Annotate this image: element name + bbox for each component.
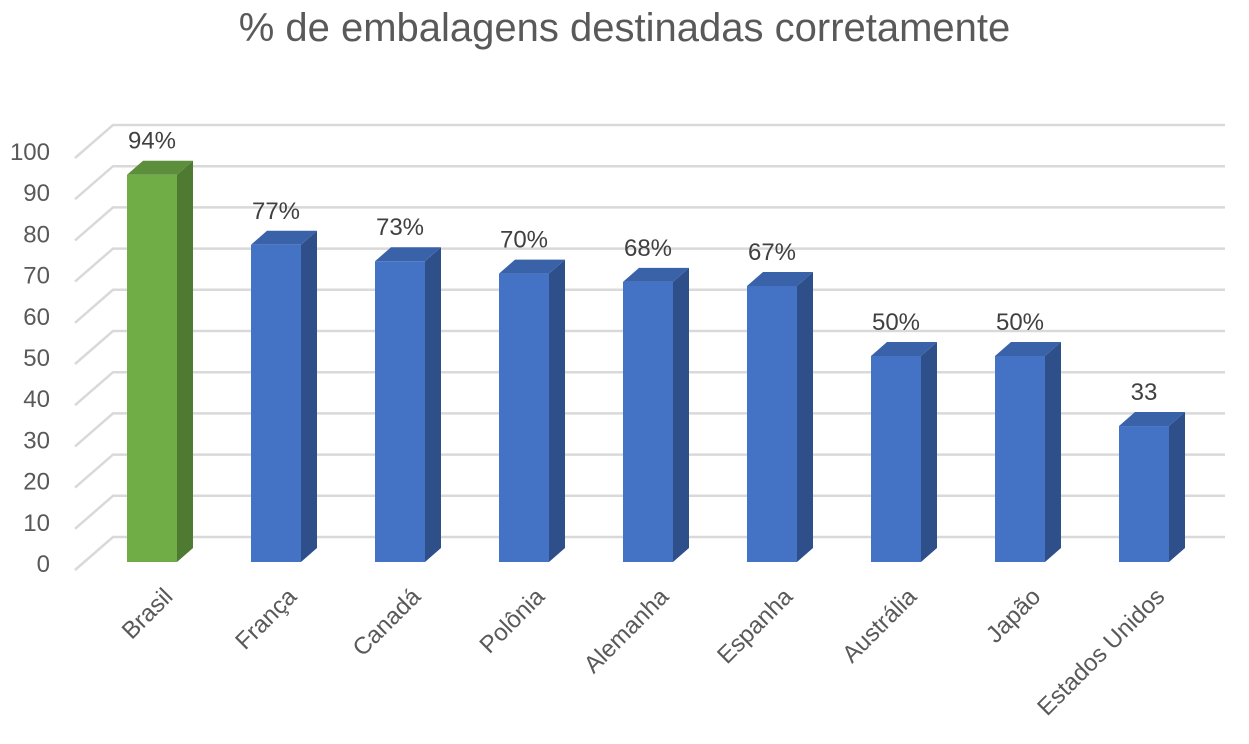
bar-front-face (747, 285, 797, 562)
data-label: 77% (252, 198, 300, 225)
x-tick-label: Espanha (712, 583, 799, 670)
y-tick-label: 20 (23, 469, 50, 496)
x-tick-label: Brasil (117, 583, 179, 645)
bar-front-face (871, 356, 921, 562)
bar-side-face (673, 267, 689, 562)
bar-side-face (549, 259, 565, 562)
gridline (74, 453, 1225, 489)
bars (127, 160, 1185, 563)
x-axis-labels: Brasil França Canadá Polônia Alemanha Espanha… (117, 583, 1171, 721)
bar-top-face (251, 230, 317, 245)
gridline (74, 412, 1225, 448)
y-tick-label: 0 (37, 551, 50, 578)
bar-frança (251, 230, 317, 562)
bar-front-face (375, 261, 425, 562)
bar-estados-unidos (1119, 412, 1185, 562)
x-tick-label: Polônia (475, 583, 551, 659)
bar-japão (995, 342, 1061, 562)
gridline (74, 247, 1225, 283)
y-tick-label: 100 (10, 139, 50, 166)
bar-alemanha (623, 267, 689, 562)
y-tick-label: 30 (23, 427, 50, 454)
gridline (74, 164, 1225, 201)
bar-top-face (1119, 412, 1185, 427)
bar-front-face (1119, 426, 1169, 562)
y-tick-label: 70 (23, 263, 50, 290)
data-label: 67% (748, 239, 796, 266)
y-tick-label: 10 (23, 510, 50, 537)
bar-polônia (499, 259, 565, 562)
x-tick-label: França (230, 583, 302, 655)
bar-side-face (797, 271, 813, 562)
bar-top-face (995, 342, 1061, 356)
data-label: 94% (128, 128, 176, 155)
gridlines (74, 123, 1225, 571)
bar-canadá (375, 247, 441, 563)
bar-side-face (177, 160, 193, 562)
bar-front-face (995, 356, 1045, 562)
bar-front-face (127, 174, 177, 562)
bar-top-face (623, 267, 689, 282)
data-label: 70% (500, 227, 548, 254)
bar-espanha (747, 271, 813, 562)
bar-top-face (871, 342, 937, 356)
y-tick-label: 50 (23, 345, 50, 372)
x-tick-label: Japão (981, 583, 1046, 648)
y-tick-label: 80 (23, 221, 50, 248)
data-label: 33 (1131, 379, 1158, 406)
gridline (74, 288, 1225, 324)
bar-side-face (301, 230, 317, 562)
bar-austrália (871, 342, 937, 562)
gridline (74, 329, 1225, 365)
x-tick-label: Estados Unidos (1032, 583, 1170, 721)
bar-side-face (1045, 342, 1061, 562)
x-tick-label: Canadá (348, 583, 427, 662)
x-tick-label: Austrália (837, 583, 923, 669)
y-tick-label: 60 (23, 304, 50, 331)
y-tick-label: 40 (23, 386, 50, 413)
data-label: 73% (376, 214, 424, 241)
bar-side-face (425, 247, 441, 563)
bar-front-face (499, 273, 549, 562)
gridline (74, 535, 1225, 571)
bar-top-face (747, 271, 813, 286)
bar-brasil (127, 160, 193, 562)
y-axis-ticks: 0 10 20 30 40 50 60 70 80 90 100 (10, 139, 50, 578)
gridline (74, 206, 1225, 242)
bar-top-face (375, 247, 441, 262)
x-tick-label: Alemanha (579, 583, 675, 679)
bar-side-face (1169, 412, 1185, 562)
data-label: 50% (872, 309, 920, 336)
bar-top-face (499, 259, 565, 274)
bar-front-face (623, 281, 673, 562)
chart-title: % de embalagens destinadas corretamente (238, 6, 1011, 50)
data-label: 68% (624, 235, 672, 262)
gridline (74, 494, 1225, 530)
bar-top-face (127, 160, 193, 175)
gridline (74, 123, 1225, 159)
gridline (74, 370, 1225, 407)
data-label: 50% (996, 309, 1044, 336)
bar-front-face (251, 244, 301, 562)
data-labels: 94% 77% 73% 70% 68% 67% 50% 50% 33 (128, 128, 1157, 406)
y-tick-label: 90 (23, 180, 50, 207)
bar-side-face (921, 342, 937, 562)
